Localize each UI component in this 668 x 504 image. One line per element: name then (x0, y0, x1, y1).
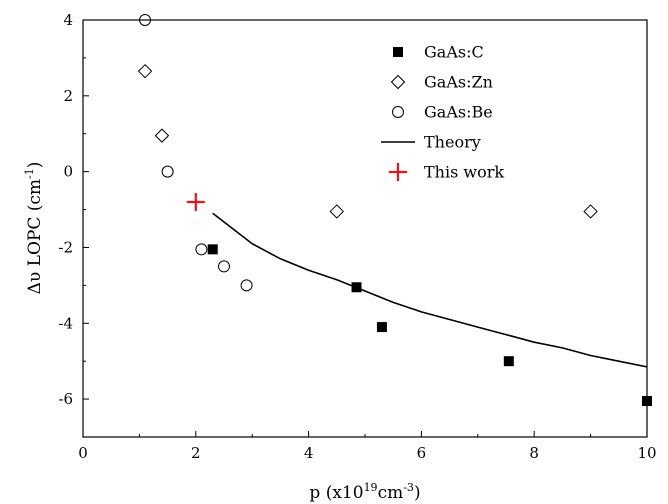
x-tick-label: 2 (191, 444, 201, 462)
data-point (218, 260, 230, 273)
data-point (154, 128, 170, 143)
y-tick-label: -4 (58, 314, 73, 332)
y-axis-title: Δυ LOPC (cm-1) (23, 162, 45, 295)
x-tick-label: 4 (304, 444, 314, 462)
plot-frame (82, 19, 648, 438)
data-point (137, 63, 153, 79)
x-tick-label: 6 (417, 444, 427, 462)
data-point (195, 243, 208, 256)
legend-marker (392, 106, 404, 118)
data-point (161, 165, 174, 178)
legend-label: GaAs:C (424, 43, 484, 62)
data-point (207, 244, 218, 255)
legend-label: This work (424, 163, 504, 182)
y-axis-title-group: Δυ LOPC (cm-1) (23, 162, 45, 295)
legend: GaAs:C GaAs:Zn GaAs:Be Theory This work (381, 43, 504, 182)
x-tick-label: 10 (637, 444, 656, 462)
x-axis-title: p (x1019cm-3) (309, 481, 420, 503)
y-tick-label: 0 (63, 163, 73, 181)
x-tick-label: 0 (78, 444, 88, 462)
data-point (329, 204, 345, 219)
legend-label: GaAs:Zn (424, 73, 493, 92)
y-tick-label: 2 (63, 87, 73, 105)
legend-marker (393, 47, 403, 57)
legend-label: GaAs:Be (424, 103, 493, 122)
y-tick-label: -2 (58, 238, 73, 256)
data-point (240, 279, 253, 292)
legend-label: Theory (424, 133, 481, 152)
data-point (186, 192, 205, 211)
data-point (376, 322, 387, 333)
legend-marker (389, 163, 407, 181)
y-tick-label: -6 (58, 390, 73, 408)
y-tick-label: 4 (63, 11, 73, 29)
theory-line (212, 212, 648, 368)
data-point (503, 356, 514, 367)
legend-marker (390, 74, 406, 90)
x-tick-label: 8 (529, 444, 539, 462)
data-point (583, 204, 598, 219)
